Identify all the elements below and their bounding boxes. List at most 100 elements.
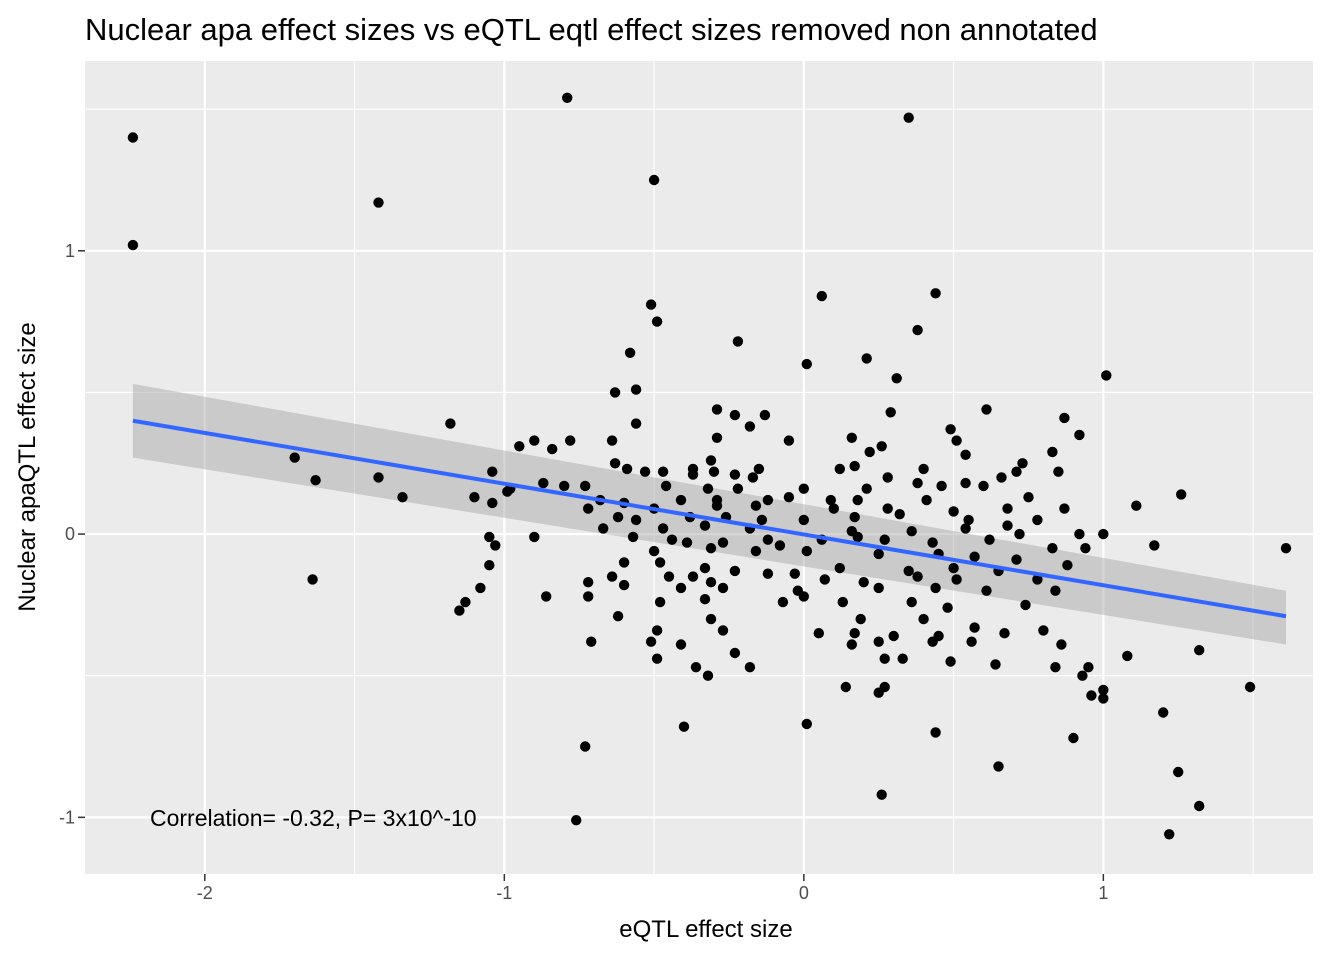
data-point [849,628,860,639]
data-point [963,514,974,526]
data-point [1077,670,1088,681]
data-point [705,577,717,588]
data-point [454,605,465,616]
data-point [678,721,690,732]
y-tick-label: -1 [59,807,75,827]
data-point [612,611,624,622]
data-point [310,475,321,486]
data-point [798,591,809,602]
data-point [583,591,594,602]
data-point [837,596,848,608]
data-point [801,358,812,370]
data-point [127,132,139,143]
data-point [1101,370,1112,381]
data-point [816,290,827,302]
data-point [657,466,669,477]
data-point [873,582,884,594]
data-point [879,653,890,664]
axis-ticks [78,250,1105,881]
data-point [948,506,959,517]
confidence-band-layer [132,383,1286,645]
data-point [1098,528,1109,540]
data-point [618,557,630,568]
data-point [1047,543,1058,554]
data-point [1014,528,1025,540]
data-point [606,571,618,582]
minor-gridlines [85,61,1313,874]
data-point [846,639,857,650]
data-point [127,239,139,251]
data-point [879,534,890,545]
data-point [529,531,540,543]
data-point [687,571,699,582]
data-point [906,526,917,537]
data-point [529,435,540,446]
data-point [1149,540,1160,551]
data-point [846,432,857,443]
data-point [660,480,672,492]
data-point [559,480,570,492]
data-point [750,500,762,511]
data-point [609,387,621,398]
data-point [681,537,693,548]
x-tick-label: 0 [799,883,809,903]
data-point [1074,429,1085,441]
data-point [1032,514,1043,526]
data-point [813,628,824,639]
data-point [1011,466,1022,477]
data-point [969,551,980,562]
data-point [445,418,456,429]
data-point [1050,662,1061,673]
data-point [618,579,630,591]
correlation-annotation: Correlation= -0.32, P= 3x10^-10 [150,805,477,831]
data-point [624,347,636,358]
data-points [127,92,1292,840]
data-point [918,463,929,475]
chart-title: Nuclear apa effect sizes vs eQTL eqtl ef… [85,12,1098,47]
data-point [583,503,594,514]
data-point [1053,466,1064,477]
data-point [774,540,786,551]
data-point [762,568,774,579]
data-point [373,197,384,208]
data-point [732,483,744,494]
data-point [1032,574,1043,585]
data-point [732,336,744,347]
data-point [657,523,669,534]
data-point [729,469,741,480]
data-point [580,741,591,752]
data-point [1122,650,1133,662]
data-point [744,421,756,432]
y-tick-label: 1 [65,241,75,261]
data-point [541,591,552,602]
data-point [777,596,789,608]
data-point [903,565,914,577]
data-point [1158,707,1169,718]
data-point [645,299,657,310]
data-point [960,477,971,489]
data-point [1194,645,1205,656]
data-point [882,503,893,514]
data-point [571,815,582,826]
confidence-band [132,383,1286,645]
data-point [1068,732,1079,744]
data-point [753,463,765,475]
data-point [840,681,851,693]
data-point [960,523,971,534]
data-point [798,514,809,526]
data-point [951,574,962,585]
data-point [565,435,576,446]
data-point [1017,458,1028,469]
data-point [514,441,525,452]
data-point [690,662,702,673]
data-point [921,494,932,506]
data-point [1194,800,1205,812]
data-point [699,562,711,574]
data-point [1074,528,1085,540]
data-point [651,625,663,636]
data-point [606,435,618,446]
data-point [912,324,923,336]
data-point [687,469,699,480]
data-point [1002,520,1013,531]
data-point [750,545,762,557]
